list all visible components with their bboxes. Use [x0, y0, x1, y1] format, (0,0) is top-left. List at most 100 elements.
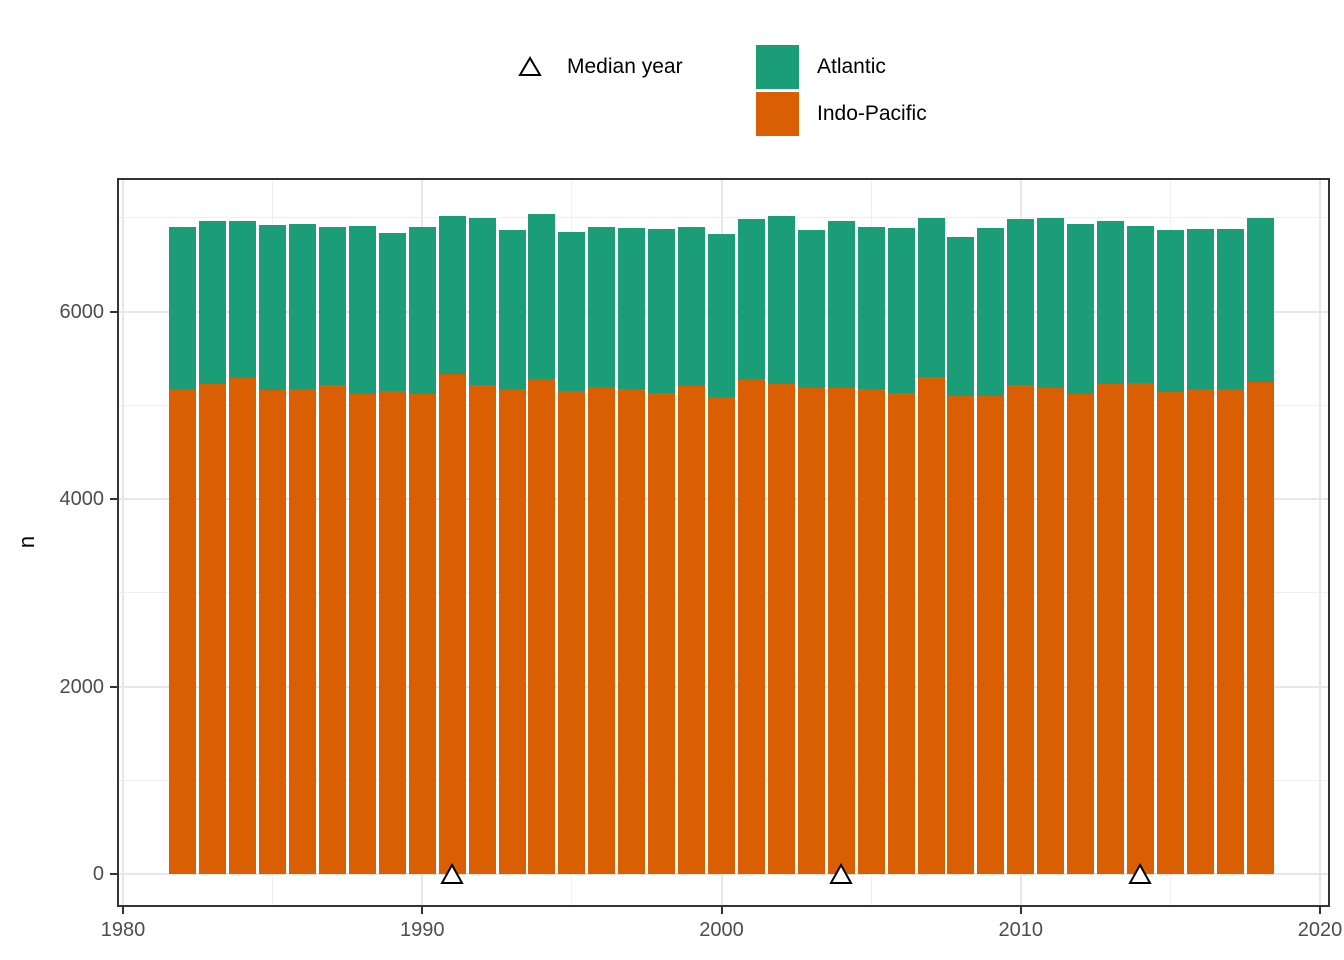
bar-segment-indo-pacific	[1216, 389, 1244, 874]
y-tick-label: 0	[92, 863, 104, 885]
y-axis-title: n	[14, 535, 39, 549]
bar-segment-atlantic	[558, 232, 586, 391]
bar-segment-indo-pacific	[648, 392, 676, 874]
bar-segment-atlantic	[498, 230, 526, 390]
bar-segment-indo-pacific	[199, 383, 227, 874]
bar-segment-atlantic	[528, 213, 556, 380]
bar-segment-indo-pacific	[319, 385, 346, 874]
bar-segment-indo-pacific	[1037, 388, 1065, 874]
legend-key-indo-pacific	[756, 92, 799, 136]
bar-segment-indo-pacific	[977, 395, 1005, 874]
bar-segment-indo-pacific	[887, 393, 915, 874]
bar-segment-indo-pacific	[498, 389, 526, 874]
bar-segment-atlantic	[887, 228, 915, 394]
x-tick-mark	[122, 907, 124, 914]
bar-segment-indo-pacific	[528, 379, 556, 874]
y-tick-mark	[110, 873, 117, 875]
bar-segment-atlantic	[1246, 217, 1274, 382]
bar-segment-atlantic	[468, 217, 496, 386]
x-major-gridline	[122, 178, 124, 907]
bar-segment-indo-pacific	[468, 385, 496, 874]
bar-segment-atlantic	[229, 221, 257, 379]
bar-segment-indo-pacific	[947, 396, 975, 874]
median-year-marker	[1128, 863, 1153, 884]
x-tick-label: 2020	[1297, 919, 1343, 941]
bar-segment-atlantic	[319, 227, 346, 386]
bar-segment-indo-pacific	[737, 378, 765, 874]
bar-segment-indo-pacific	[259, 389, 287, 874]
bar-segment-indo-pacific	[588, 387, 616, 874]
bar-segment-atlantic	[977, 227, 1005, 396]
x-major-gridline	[1319, 178, 1321, 907]
bar-segment-indo-pacific	[797, 388, 825, 874]
x-tick-label: 1980	[100, 919, 146, 941]
bar-segment-atlantic	[169, 227, 197, 390]
bar-segment-indo-pacific	[289, 389, 317, 874]
bar-segment-atlantic	[199, 221, 227, 384]
plot-panel	[117, 178, 1330, 907]
bar-segment-indo-pacific	[558, 390, 586, 874]
bar-segment-indo-pacific	[678, 386, 706, 874]
x-tick-mark	[1019, 907, 1022, 914]
x-tick-mark	[1319, 907, 1321, 914]
bar-segment-atlantic	[1097, 220, 1124, 385]
bar-segment-atlantic	[737, 218, 765, 379]
bar-segment-indo-pacific	[1246, 381, 1274, 874]
bar-segment-indo-pacific	[1156, 391, 1184, 874]
legend-label-indo-pacific: Indo-Pacific	[817, 102, 927, 125]
bar-segment-indo-pacific	[169, 389, 197, 874]
median-year-marker	[440, 863, 464, 884]
bar-segment-atlantic	[1067, 224, 1095, 395]
bar-segment-atlantic	[618, 227, 646, 389]
bar-segment-atlantic	[767, 215, 795, 385]
bar-segment-atlantic	[259, 224, 287, 390]
bar-segment-indo-pacific	[438, 374, 466, 874]
bar-segment-atlantic	[827, 221, 855, 389]
y-tick-label: 2000	[59, 675, 105, 698]
bar-segment-atlantic	[678, 226, 706, 387]
bar-segment-atlantic	[947, 237, 975, 397]
bar-segment-atlantic	[1127, 225, 1154, 384]
bar-segment-indo-pacific	[1186, 388, 1214, 874]
x-tick-label: 2010	[998, 919, 1044, 941]
bar-segment-atlantic	[588, 227, 616, 388]
bar-segment-indo-pacific	[408, 393, 436, 874]
x-tick-mark	[720, 907, 723, 914]
y-minor-gridline	[117, 217, 1330, 219]
y-tick-mark	[110, 310, 117, 313]
bar-segment-indo-pacific	[348, 393, 376, 874]
bar-segment-indo-pacific	[229, 378, 257, 874]
bar-segment-indo-pacific	[767, 384, 795, 874]
bar-segment-indo-pacific	[1007, 385, 1035, 874]
y-tick-label: 4000	[59, 488, 105, 511]
bar-segment-indo-pacific	[1097, 384, 1124, 874]
bar-segment-atlantic	[797, 230, 825, 389]
bar-segment-atlantic	[1186, 228, 1214, 389]
x-tick-mark	[421, 907, 424, 914]
y-tick-mark	[110, 685, 117, 688]
median-year-marker	[829, 863, 853, 884]
bar-segment-indo-pacific	[1067, 394, 1095, 874]
bar-segment-atlantic	[708, 234, 735, 397]
bar-segment-atlantic	[648, 229, 676, 393]
y-tick-mark	[110, 498, 117, 501]
y-major-gridline	[117, 873, 1330, 875]
bar-segment-atlantic	[438, 215, 466, 374]
bar-segment-atlantic	[408, 227, 436, 394]
bar-segment-atlantic	[378, 232, 406, 391]
median-year-triangle-icon	[518, 56, 542, 76]
bar-segment-indo-pacific	[378, 390, 406, 874]
bar-segment-indo-pacific	[708, 396, 735, 874]
x-tick-label: 1990	[400, 919, 445, 941]
bar-segment-indo-pacific	[857, 388, 885, 874]
bar-segment-atlantic	[1156, 230, 1184, 392]
legend-label-atlantic: Atlantic	[817, 55, 886, 78]
bar-segment-atlantic	[1007, 219, 1035, 386]
bar-segment-indo-pacific	[1127, 383, 1154, 874]
bar-segment-indo-pacific	[618, 388, 646, 874]
legend-label-median-year: Median year	[567, 55, 683, 78]
bar-segment-atlantic	[857, 226, 885, 389]
bar-segment-indo-pacific	[827, 388, 855, 874]
bar-segment-atlantic	[289, 224, 317, 389]
